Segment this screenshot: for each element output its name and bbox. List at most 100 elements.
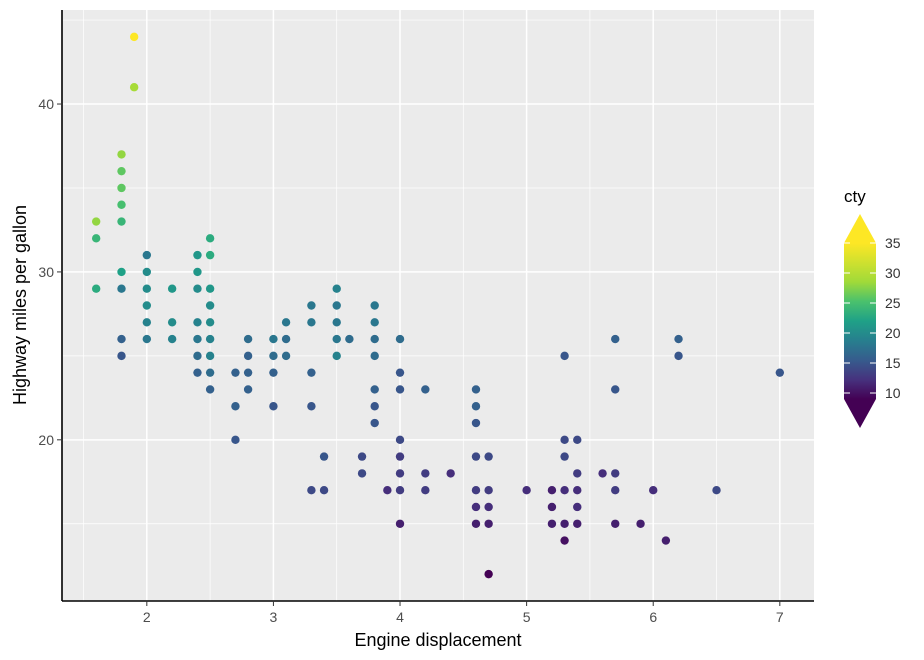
data-point <box>560 452 569 461</box>
data-point <box>269 368 278 377</box>
data-point <box>471 502 481 512</box>
data-point <box>395 452 405 461</box>
data-point <box>117 267 126 277</box>
y-axis-title: Highway miles per gallon <box>10 205 30 405</box>
data-point <box>117 166 126 176</box>
data-point <box>560 435 569 445</box>
data-point <box>281 318 291 327</box>
data-point <box>560 485 569 495</box>
data-point <box>142 318 152 327</box>
data-point <box>281 334 291 344</box>
data-point <box>332 334 341 344</box>
data-point <box>243 368 253 377</box>
data-point <box>395 485 405 495</box>
data-point <box>91 284 101 293</box>
data-point <box>193 267 202 277</box>
data-point <box>395 435 405 445</box>
data-point <box>421 469 430 478</box>
x-tick-label: 3 <box>270 609 278 625</box>
x-tick-label: 5 <box>523 609 531 625</box>
data-point <box>193 351 202 361</box>
data-point <box>611 385 620 394</box>
legend-tick-label: 35 <box>885 235 901 251</box>
data-point <box>205 301 215 310</box>
data-point <box>598 469 607 478</box>
data-point <box>611 519 620 528</box>
data-point <box>395 469 405 478</box>
data-point <box>357 452 367 461</box>
y-tick-label: 20 <box>38 432 54 448</box>
data-point <box>484 569 493 579</box>
data-point <box>193 284 202 293</box>
data-point <box>193 250 202 260</box>
data-point <box>332 284 341 293</box>
major-gridlines <box>62 10 814 601</box>
data-point <box>142 334 152 344</box>
data-point <box>117 150 126 159</box>
data-point <box>243 385 253 394</box>
data-point <box>205 351 215 361</box>
data-point <box>319 452 329 461</box>
data-point <box>674 334 683 344</box>
data-point <box>243 351 253 361</box>
x-tick-label: 2 <box>143 609 151 625</box>
data-point <box>370 334 379 344</box>
data-point <box>117 183 126 193</box>
data-point <box>142 301 152 310</box>
data-point <box>243 334 253 344</box>
data-point <box>661 536 671 545</box>
data-point <box>395 519 405 528</box>
data-point <box>117 334 126 344</box>
legend-tick-label: 25 <box>885 295 901 311</box>
data-point <box>471 402 481 411</box>
data-point <box>269 351 278 361</box>
data-point <box>484 502 493 512</box>
data-point <box>547 502 557 512</box>
data-point <box>649 485 658 495</box>
data-point <box>117 200 126 209</box>
data-point <box>193 368 202 377</box>
data-point <box>522 485 531 495</box>
data-point <box>142 250 152 260</box>
data-point <box>712 485 721 495</box>
data-point <box>674 351 683 361</box>
data-point <box>117 217 126 226</box>
data-point <box>471 452 481 461</box>
data-point <box>205 234 215 243</box>
data-point <box>231 368 240 377</box>
data-point <box>91 217 101 226</box>
legend-tick-label: 15 <box>885 355 901 371</box>
data-point <box>573 519 582 528</box>
data-point <box>205 368 215 377</box>
data-point <box>484 452 493 461</box>
data-point <box>611 469 620 478</box>
legend-colorbar <box>844 243 876 399</box>
x-tick-label: 6 <box>649 609 657 625</box>
data-point <box>205 334 215 344</box>
minor-gridlines <box>62 10 814 601</box>
data-point <box>560 351 569 361</box>
data-point <box>193 334 202 344</box>
data-point <box>547 485 557 495</box>
data-point <box>484 485 493 495</box>
data-point <box>573 435 582 445</box>
data-point <box>205 250 215 260</box>
y-tick-label: 40 <box>38 96 54 112</box>
data-point <box>269 334 278 344</box>
data-point <box>231 402 240 411</box>
data-point <box>573 485 582 495</box>
data-point <box>167 284 177 293</box>
data-point <box>357 469 367 478</box>
data-point <box>560 536 569 545</box>
data-point <box>332 301 341 310</box>
data-point <box>421 385 430 394</box>
data-point <box>193 318 202 327</box>
data-point <box>117 351 126 361</box>
data-point <box>484 519 493 528</box>
data-point <box>395 385 405 394</box>
x-tick-label: 4 <box>396 609 404 625</box>
data-point <box>281 351 291 361</box>
data-point <box>611 334 620 344</box>
data-point <box>129 83 139 92</box>
data-point <box>370 385 379 394</box>
